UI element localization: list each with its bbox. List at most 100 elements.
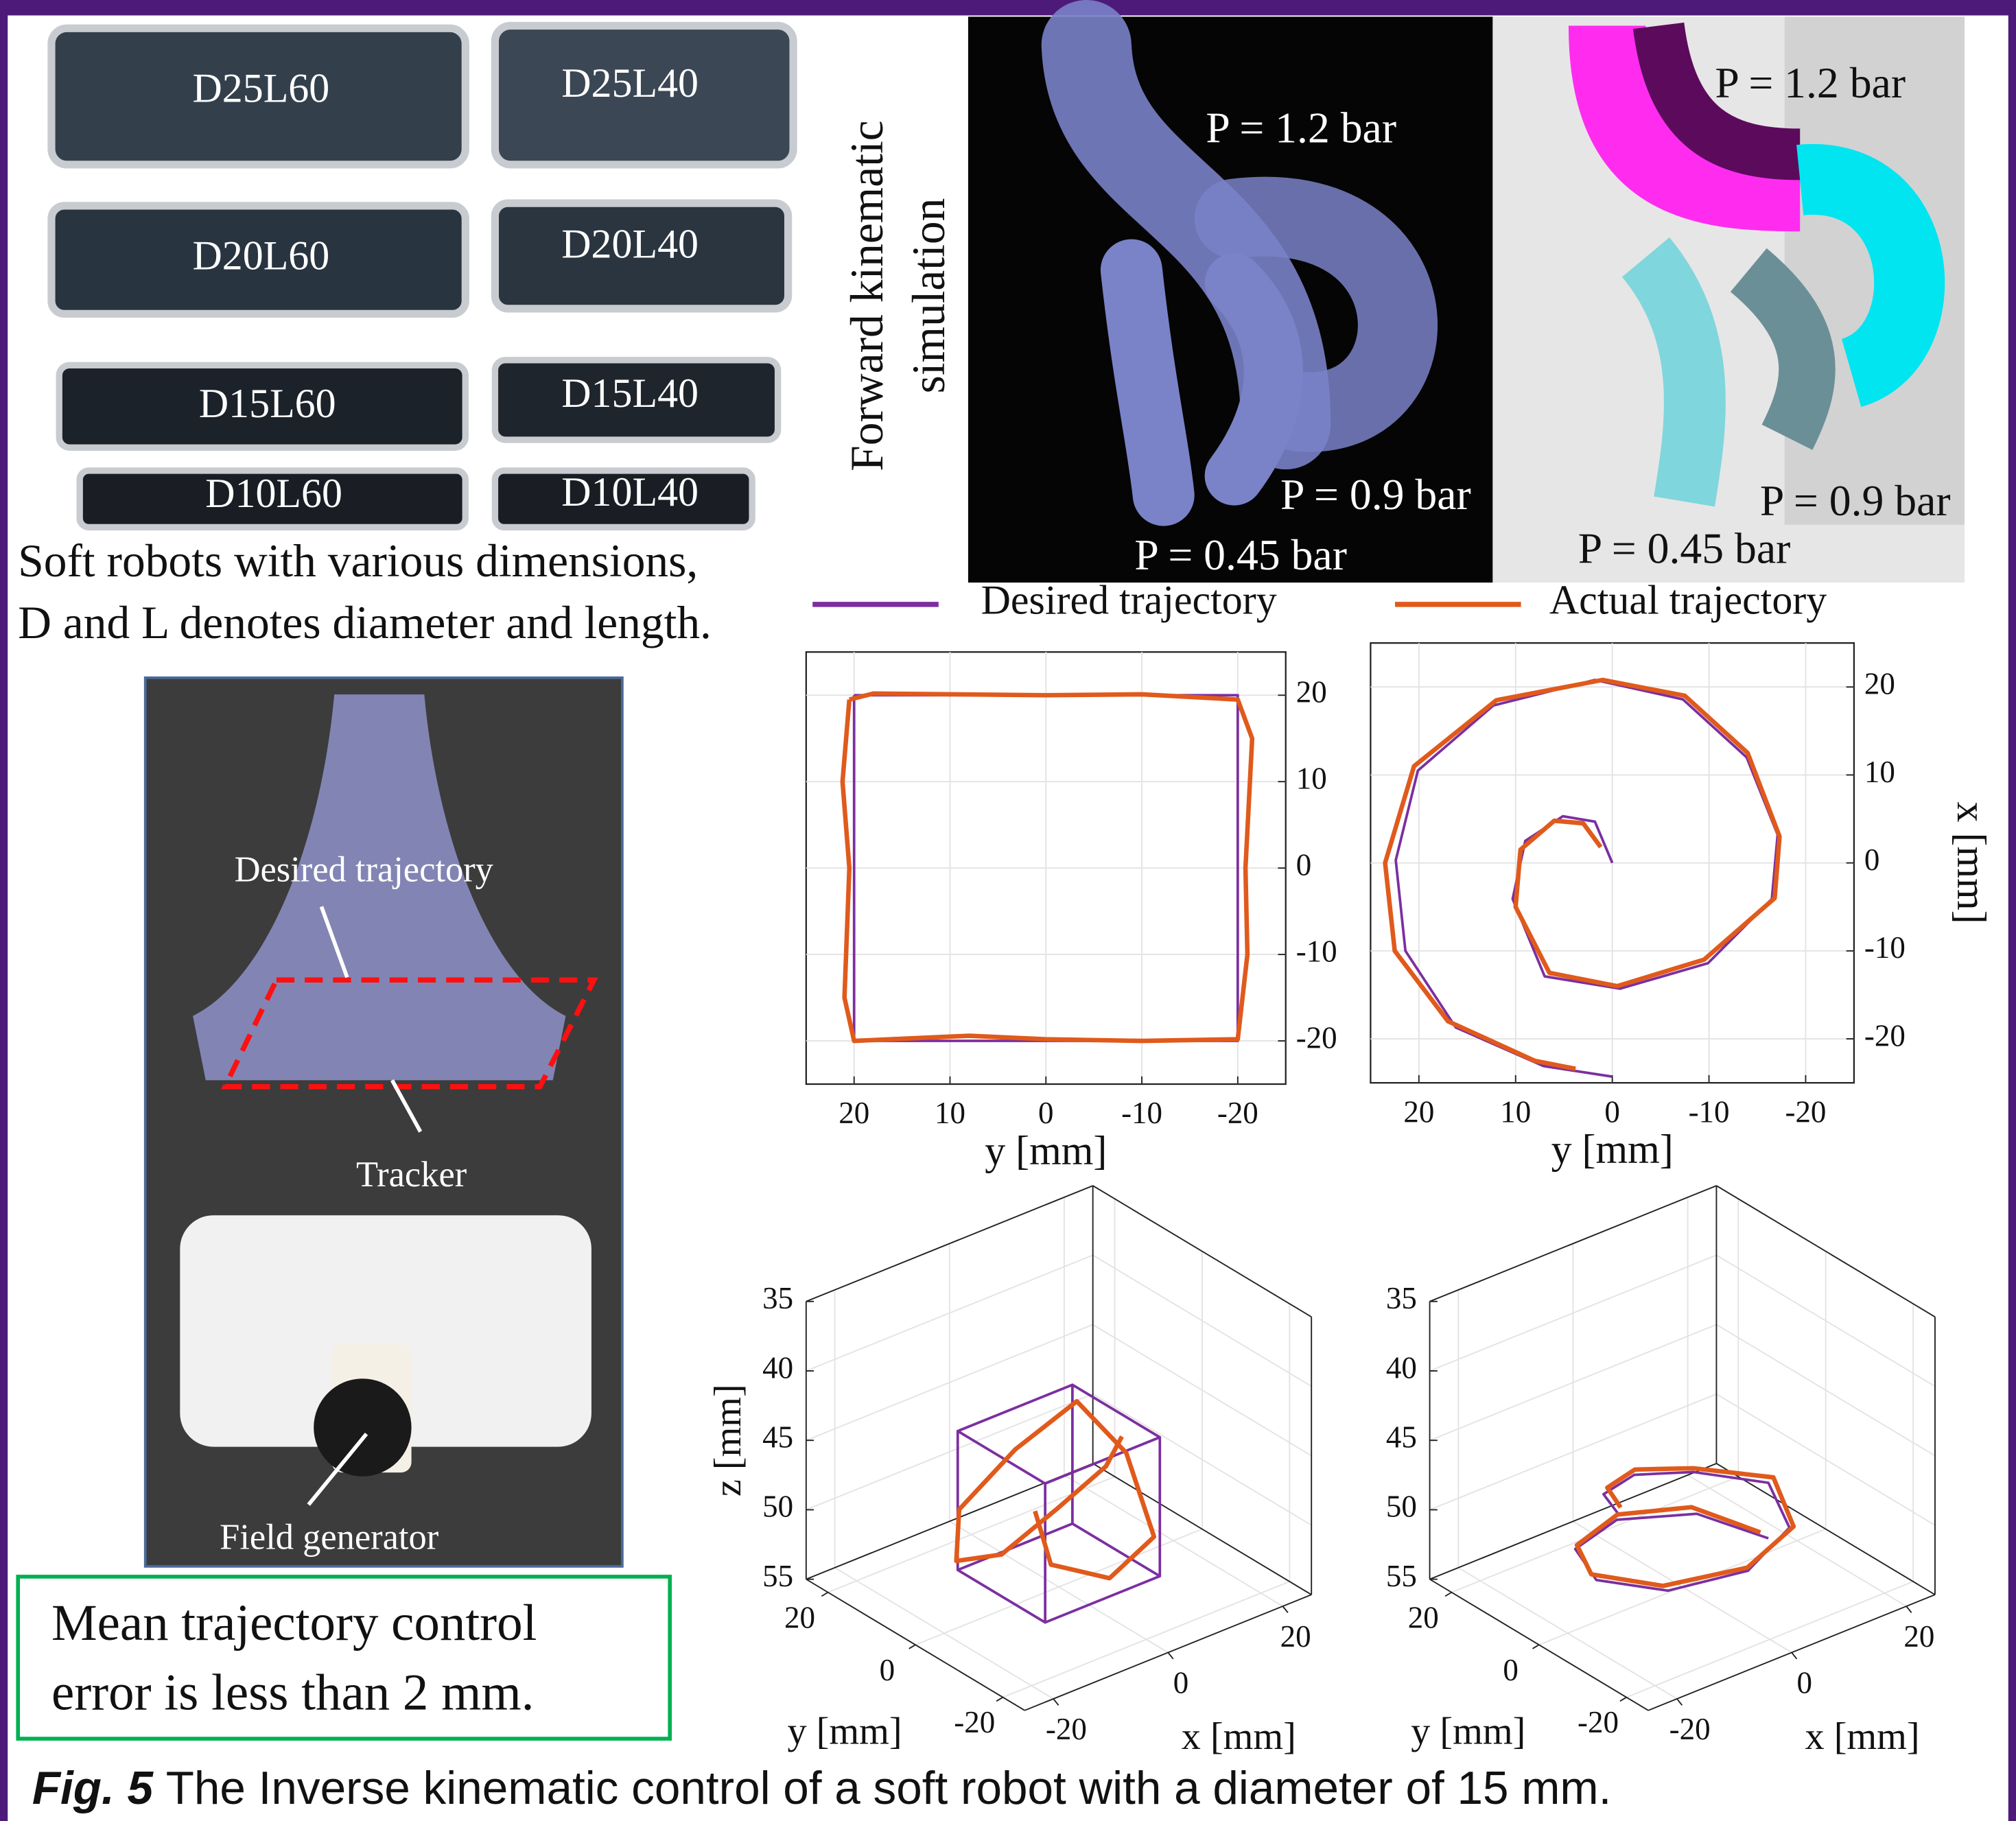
pressure-label: P = 0.9 bar <box>1280 470 1471 519</box>
top-bar <box>0 0 2016 15</box>
caption-text: The Inverse kinematic control of a soft … <box>166 1763 1612 1814</box>
trajectory <box>1577 1468 1794 1586</box>
grid-line <box>1430 1464 1935 1595</box>
x-tick-label: 20 <box>839 1096 869 1130</box>
y-tick <box>821 1593 828 1597</box>
y-tick-label: 10 <box>1864 755 1895 789</box>
x-tick-label: 0 <box>1604 1094 1619 1129</box>
x-tick-label: -10 <box>1689 1094 1730 1129</box>
x-tick-label: 0 <box>1038 1096 1053 1130</box>
y-tick-label: 20 <box>784 1600 815 1634</box>
y-tick-label: -10 <box>1864 930 1906 965</box>
setup-label: Tracker <box>356 1155 467 1195</box>
x-tick-label: -20 <box>1046 1712 1087 1746</box>
grid-line <box>1688 1197 1907 1606</box>
x-axis-label: x [mm] <box>1182 1715 1296 1758</box>
robot-label: D15L60 <box>199 381 336 426</box>
x-tick-label: -10 <box>1121 1096 1162 1130</box>
x-axis-label: y [mm] <box>1551 1127 1674 1172</box>
note-line-2: error is less than 2 mm. <box>51 1664 535 1721</box>
y-tick <box>1445 1593 1451 1597</box>
robot-label: D25L40 <box>561 60 699 106</box>
legend-label: Desired trajectory <box>981 578 1277 623</box>
legend-label: Actual trajectory <box>1549 578 1827 623</box>
left-border <box>0 0 8 1821</box>
figure: D25L60 D25L40 D20L60 D20L40 D15L60 D15L40 D10L… <box>0 0 2016 1821</box>
pressure-label: P = 0.45 bar <box>1134 530 1347 579</box>
z-tick-label: 55 <box>1386 1559 1417 1593</box>
y-tick-label: 0 <box>1503 1653 1518 1687</box>
legend: Desired trajectory Actual trajectory <box>812 578 1827 623</box>
x-tick-label: 20 <box>1903 1619 1934 1654</box>
caption-label: Fig. 5 <box>32 1763 154 1814</box>
y-tick-label: 10 <box>1296 762 1327 796</box>
grid-line <box>1573 1243 1792 1652</box>
pressure-label: P = 0.45 bar <box>1578 524 1791 573</box>
x-tick <box>1053 1699 1058 1705</box>
x-axis-label: y [mm] <box>985 1128 1107 1173</box>
x-tick-label: 20 <box>1280 1619 1311 1654</box>
grid-line <box>1064 1197 1283 1606</box>
y-tick-label: -20 <box>954 1705 995 1739</box>
y-tick-label: 20 <box>1408 1600 1439 1634</box>
charts: 20 10 0 -10 -20 20 10 0 -10 -20 y [mm] 20 10 0 -10 -20 2… <box>707 643 1994 1758</box>
robot-label: D20L40 <box>561 221 699 266</box>
figure-caption: Fig. 5The Inverse kinematic control of a… <box>32 1763 1612 1814</box>
y-tick-label: -10 <box>1296 934 1337 968</box>
robot-045bar <box>1132 270 1164 495</box>
grid-line <box>1626 1304 1913 1697</box>
x-tick-label: -20 <box>1785 1094 1826 1129</box>
y-tick-label: 20 <box>1296 675 1327 709</box>
right-border <box>2008 0 2016 1821</box>
robot-label: D25L60 <box>192 66 329 111</box>
z-tick-label: 35 <box>1386 1281 1417 1315</box>
x-tick-label: -20 <box>1669 1712 1711 1746</box>
y-tick <box>1620 1697 1626 1702</box>
grid-line <box>1430 1394 1935 1525</box>
grid-line <box>1430 1325 1935 1456</box>
y-tick <box>909 1645 915 1649</box>
x-tick <box>1677 1699 1682 1705</box>
z-tick-label: 50 <box>762 1490 793 1524</box>
x-tick <box>1906 1606 1911 1612</box>
grid-line <box>1430 1186 1935 1317</box>
robots-caption-1: Soft robots with various dimensions, <box>18 535 698 587</box>
y-axis-label: x [mm] <box>1949 802 1994 924</box>
x-tick-label: 10 <box>935 1096 965 1130</box>
x-tick-label: 0 <box>1173 1666 1188 1700</box>
grid-line <box>835 1290 1054 1699</box>
x-tick <box>1168 1652 1173 1658</box>
grid-line <box>806 1186 1311 1317</box>
z-tick-label: 45 <box>1386 1420 1417 1455</box>
z-axis-label: z [mm] <box>707 1384 749 1496</box>
y-tick-label: -20 <box>1296 1020 1337 1055</box>
pressure-label: P = 0.9 bar <box>1760 476 1951 525</box>
grid-line <box>1458 1290 1677 1699</box>
robot-label: D10L60 <box>205 471 342 516</box>
y-tick <box>996 1697 1003 1702</box>
x-tick-label: 20 <box>1403 1094 1434 1129</box>
z-tick-label: 50 <box>1386 1490 1417 1524</box>
robot-label: D10L40 <box>561 469 699 515</box>
grid-line <box>1430 1255 1935 1386</box>
robots-caption-2: D and L denotes diameter and length. <box>18 597 712 648</box>
trajectory <box>957 1401 1154 1578</box>
x-tick <box>1792 1652 1796 1658</box>
setup-label: Field generator <box>220 1517 439 1557</box>
y-tick-label: -20 <box>1864 1018 1906 1053</box>
z-tick-label: 40 <box>1386 1350 1417 1385</box>
side-label-1: Forward kinematic <box>841 120 893 471</box>
robot-label: D15L40 <box>561 371 699 416</box>
note-line-1: Mean trajectory control <box>51 1595 537 1652</box>
y-tick-label: 0 <box>1864 843 1879 877</box>
grid-line <box>806 1255 1311 1386</box>
z-tick-label: 35 <box>762 1281 793 1315</box>
y-tick-label: -20 <box>1578 1705 1619 1739</box>
robot-label: D20L60 <box>192 233 329 278</box>
z-tick-label: 55 <box>762 1559 793 1593</box>
x-tick-label: 10 <box>1500 1094 1531 1129</box>
setup-label: Desired trajectory <box>235 850 494 890</box>
y-axis-label: y [mm] <box>1411 1710 1525 1752</box>
y-tick-label: 0 <box>1296 847 1311 882</box>
y-axis-label: y [mm] <box>788 1710 902 1752</box>
